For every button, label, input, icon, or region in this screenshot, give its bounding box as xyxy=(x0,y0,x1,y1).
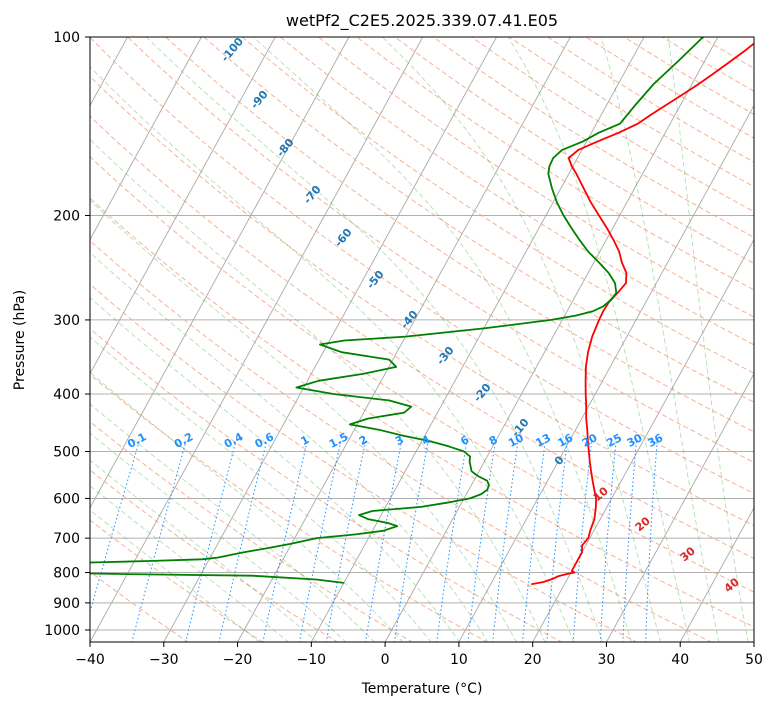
dry-adiabat-line xyxy=(165,37,754,433)
y-tick-label: 1000 xyxy=(44,623,80,639)
isotherm-line xyxy=(237,37,571,642)
moist-adiabat-line xyxy=(382,37,662,642)
y-tick-label: 500 xyxy=(53,444,80,460)
isotherm-line xyxy=(384,37,719,642)
moist-adiabat-line xyxy=(667,37,749,642)
x-tick-label: −10 xyxy=(297,652,327,668)
x-tick-label: −40 xyxy=(75,652,105,668)
isotherm-line xyxy=(458,104,754,642)
y-tick-label: 300 xyxy=(53,313,80,329)
isotherm-line xyxy=(679,506,754,642)
dry-adiabat-line xyxy=(356,37,754,291)
x-tick-label: −20 xyxy=(223,652,253,668)
isotherm-line xyxy=(163,37,497,642)
plot-area xyxy=(90,37,754,642)
moist-adiabat-line xyxy=(90,371,404,642)
mixing-ratio-line xyxy=(325,440,367,642)
dry-adiabat-line xyxy=(90,115,754,559)
dry-adiabat-line xyxy=(90,519,264,642)
y-tick-label: 700 xyxy=(53,531,80,547)
isotherm-line xyxy=(90,37,202,241)
y-tick-label: 100 xyxy=(53,30,80,46)
moist-adiabat-line xyxy=(145,37,604,642)
temperature-line xyxy=(531,42,754,586)
isotherm-line xyxy=(90,37,276,375)
moist-adiabat-line xyxy=(90,432,347,642)
y-axis-ticks: 100 200 300 400 500 600 700 800 900 1000 xyxy=(44,30,90,639)
x-axis-ticks: −40 −30 −20 −10 0 10 20 30 40 50 xyxy=(75,642,763,668)
y-axis-label: Pressure (hPa) xyxy=(12,290,28,390)
dry-adiabat-line xyxy=(90,571,189,642)
dry-adiabat-line xyxy=(90,328,563,642)
mixing-ratio-line xyxy=(572,440,592,642)
moist-adiabat-line xyxy=(90,199,517,642)
mixing-ratio-line xyxy=(218,440,268,642)
moist-adiabat-line xyxy=(90,138,546,642)
x-tick-label: 30 xyxy=(598,652,616,668)
isotherm-line xyxy=(90,37,424,642)
mixing-ratio-label: 25 xyxy=(604,431,624,450)
dry-adiabat-line xyxy=(90,283,638,642)
mixing-ratio-line xyxy=(185,440,237,642)
chart-title: wetPf2_C2E5.2025.339.07.41.E05 xyxy=(286,11,558,31)
dry-adiabat-line xyxy=(90,420,414,642)
dry-adiabat-line xyxy=(90,373,488,642)
mixing-ratio-line xyxy=(546,440,568,642)
x-tick-label: 20 xyxy=(524,652,542,668)
dry-adiabat-line xyxy=(280,37,754,346)
mixing-ratio-lines xyxy=(90,440,658,642)
dry-adiabat-lines xyxy=(90,37,754,642)
y-tick-label: 400 xyxy=(53,387,80,403)
mixing-ratio-label: 13 xyxy=(533,431,553,450)
dry-adiabat-line xyxy=(90,469,339,642)
mixing-ratio-line xyxy=(436,440,468,642)
y-tick-label: 600 xyxy=(53,491,80,507)
dry-adiabat-line xyxy=(318,37,754,318)
mixing-ratio-line xyxy=(90,440,140,614)
moist-adiabat-line xyxy=(90,296,461,642)
dry-adiabat-line xyxy=(90,37,754,495)
dry-adiabat-line xyxy=(90,197,754,628)
isotherm-line xyxy=(605,372,754,642)
mixing-ratio-label: 30 xyxy=(625,431,645,450)
mixing-ratio-line xyxy=(298,440,342,642)
isotherm-line xyxy=(90,37,350,509)
dewpoint-line xyxy=(90,37,704,584)
mixing-ratio-line xyxy=(522,440,546,642)
dry-adiabat-line xyxy=(90,156,754,593)
y-tick-label: 900 xyxy=(53,596,80,612)
plot-frame xyxy=(89,36,755,643)
moist-adiabat-lines xyxy=(90,37,749,642)
mixing-ratio-line xyxy=(599,440,617,642)
mixing-ratio-label: 16 xyxy=(556,431,576,450)
mixing-ratio-line xyxy=(262,440,308,642)
mixing-ratio-line xyxy=(364,440,403,642)
dry-adiabat-line xyxy=(127,37,754,463)
x-tick-label: 0 xyxy=(381,652,390,668)
mixing-ratio-label: 20 xyxy=(580,431,600,450)
y-tick-label: 200 xyxy=(53,209,80,225)
x-tick-label: 10 xyxy=(450,652,468,668)
x-axis-label: Temperature (°C) xyxy=(361,681,483,697)
moist-adiabat-line xyxy=(507,37,691,642)
dry-adiabat-line xyxy=(90,240,713,642)
mixing-ratio-label: 10 xyxy=(506,431,526,450)
moist-adiabat-line xyxy=(90,251,489,642)
x-tick-label: 40 xyxy=(671,652,689,668)
isotherm-line xyxy=(532,238,754,642)
x-tick-label: −30 xyxy=(149,652,179,668)
pressure-gridlines xyxy=(90,37,754,631)
mixing-ratio-line xyxy=(492,440,519,642)
mixing-ratio-line xyxy=(645,440,658,642)
mixing-ratio-label: 36 xyxy=(646,431,666,450)
y-tick-label: 800 xyxy=(53,566,80,582)
mixing-ratio-line xyxy=(622,440,637,642)
profile-lines xyxy=(90,37,754,586)
mixing-ratio-line xyxy=(393,440,429,642)
moist-adiabat-line xyxy=(90,459,318,642)
moist-adiabat-line xyxy=(600,37,720,642)
x-tick-label: 50 xyxy=(745,652,763,668)
